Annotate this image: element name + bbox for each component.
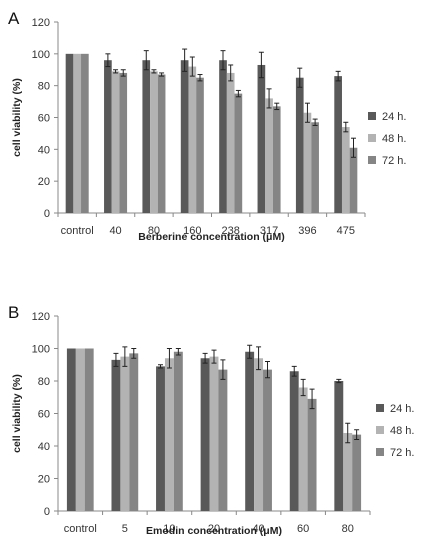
- bar: [81, 53, 89, 214]
- bar: [272, 106, 281, 213]
- y-tick-label: 20: [38, 176, 50, 188]
- bar: [352, 434, 362, 511]
- x-tick-label: 60: [297, 523, 309, 535]
- bar: [307, 398, 317, 511]
- legend: 24 h. 48 h. 72 h.: [376, 403, 414, 459]
- legend-swatch: [376, 426, 384, 434]
- legend-label: 24 h.: [390, 403, 414, 415]
- legend-label: 24 h.: [382, 111, 406, 123]
- legend-label: 72 h.: [382, 155, 406, 167]
- y-tick-label: 60: [38, 409, 50, 421]
- bar: [303, 112, 312, 213]
- bar: [218, 369, 228, 511]
- bar: [65, 53, 74, 214]
- x-tick-label: 396: [298, 225, 316, 237]
- chart-panel-b: B 0 20 40 60 80 100 120 cell viability (%) contro…: [8, 303, 414, 537]
- x-tick-label: control: [61, 225, 94, 237]
- bar: [265, 98, 273, 213]
- y-tick-label: 40: [38, 441, 50, 453]
- bar: [142, 60, 151, 214]
- y-tick-label: 40: [38, 144, 50, 156]
- bar: [196, 77, 204, 213]
- legend: 24 h. 48 h. 72 h.: [368, 111, 406, 167]
- x-tick-label: 160: [183, 225, 201, 237]
- panel-label: A: [8, 9, 20, 28]
- legend-swatch: [368, 156, 376, 164]
- bar: [263, 369, 272, 511]
- bar: [73, 53, 82, 214]
- bar: [111, 71, 120, 213]
- legend-swatch: [368, 112, 376, 120]
- bar: [200, 358, 210, 511]
- bar: [129, 353, 139, 511]
- x-tick-label: 40: [252, 523, 264, 535]
- y-tick-label: 20: [38, 474, 50, 486]
- bar: [164, 358, 174, 511]
- y-tick-label: 100: [32, 49, 50, 61]
- legend-swatch: [368, 134, 376, 142]
- bar: [173, 351, 183, 511]
- bar: [209, 356, 219, 511]
- y-tick-label: 120: [32, 311, 50, 323]
- bar: [180, 60, 189, 214]
- bar: [234, 93, 243, 213]
- panel-label: B: [8, 303, 19, 322]
- x-axis-title: Emodin concentration (μM): [146, 525, 282, 537]
- bar: [311, 122, 319, 213]
- x-tick-label: 10: [163, 523, 175, 535]
- x-tick-label: 20: [208, 523, 220, 535]
- y-tick-label: 80: [38, 376, 50, 388]
- bar: [156, 366, 165, 511]
- legend-swatch: [376, 404, 384, 412]
- bar: [298, 387, 308, 511]
- bar: [111, 359, 121, 511]
- y-tick-label: 0: [44, 208, 50, 220]
- x-tick-label: 5: [122, 523, 128, 535]
- legend-swatch: [376, 448, 384, 456]
- bar: [343, 433, 353, 511]
- x-tick-label: 80: [342, 523, 354, 535]
- bar: [289, 371, 299, 511]
- bar: [245, 351, 255, 511]
- y-tick-label: 100: [32, 344, 50, 356]
- bar: [75, 348, 85, 511]
- x-tick-label: 80: [148, 225, 160, 237]
- legend-label: 48 h.: [382, 133, 406, 145]
- bar: [334, 76, 342, 213]
- bar: [219, 60, 227, 214]
- bar: [119, 72, 128, 213]
- bar: [341, 127, 350, 213]
- legend-label: 48 h.: [390, 425, 414, 437]
- bar: [104, 60, 112, 214]
- bar: [257, 64, 266, 213]
- bar: [349, 147, 358, 213]
- x-tick-label: 475: [337, 225, 355, 237]
- y-tick-label: 80: [38, 81, 50, 93]
- bar: [226, 72, 235, 213]
- x-axis-title: Berberine concentration (μM): [138, 231, 284, 243]
- x-tick-label: 40: [109, 225, 121, 237]
- y-axis-title: cell viability (%): [11, 374, 23, 453]
- bar: [84, 348, 94, 511]
- bar: [150, 71, 158, 213]
- bar: [66, 348, 76, 511]
- bar: [254, 358, 264, 511]
- bar: [120, 356, 130, 511]
- y-axis-title: cell viability (%): [11, 78, 23, 157]
- x-tick-label: control: [64, 523, 97, 535]
- x-tick-label: 238: [222, 225, 240, 237]
- y-tick-label: 120: [32, 17, 50, 29]
- y-tick-label: 0: [44, 506, 50, 518]
- legend-label: 72 h.: [390, 447, 414, 459]
- bar: [157, 74, 166, 214]
- x-tick-label: 317: [260, 225, 278, 237]
- chart-panel-a: A 0 20 40 60 80 100 120 cell viability (%) contro…: [8, 9, 406, 243]
- bar: [188, 66, 197, 213]
- bar: [295, 77, 304, 213]
- y-tick-label: 60: [38, 113, 50, 125]
- bar: [334, 381, 344, 511]
